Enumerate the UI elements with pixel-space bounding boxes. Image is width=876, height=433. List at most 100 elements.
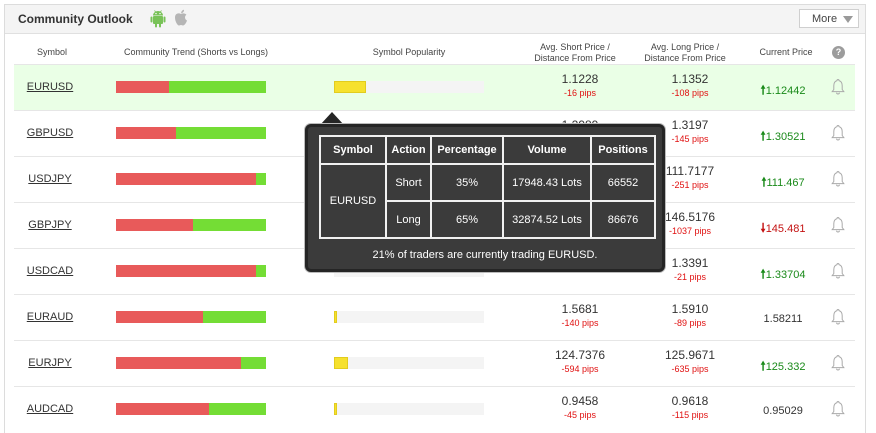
more-dropdown[interactable]: More bbox=[799, 9, 859, 28]
community-trend-bar bbox=[116, 265, 266, 277]
long-pips: -251 pips bbox=[671, 180, 709, 190]
trend-arrow-icon: 🠕 bbox=[760, 83, 766, 97]
current-price-value: 1.12442 bbox=[765, 85, 806, 97]
community-trend-bar bbox=[116, 81, 266, 93]
avg-long-price: 125.9671 -635 pips bbox=[640, 341, 740, 374]
symbol-link[interactable]: GBPUSD bbox=[26, 127, 74, 139]
bell-icon[interactable] bbox=[831, 262, 845, 280]
popularity-fill bbox=[334, 81, 366, 93]
longs-fill bbox=[203, 311, 266, 323]
col-short-line1: Avg. Short Price / bbox=[540, 42, 610, 52]
current-price: 🠕111.467 bbox=[748, 173, 818, 194]
tooltip-action: Long bbox=[385, 200, 432, 239]
symbol-link[interactable]: USDJPY bbox=[28, 173, 72, 185]
col-long-line1: Avg. Long Price / bbox=[650, 42, 720, 52]
table-row[interactable]: EURUSD 1.1228 -16 pips 1.1352 -108 pips 🠕1.12… bbox=[14, 64, 855, 110]
current-price-value: 1.33704 bbox=[765, 269, 806, 281]
chevron-down-icon bbox=[843, 16, 853, 23]
symbol-link[interactable]: USDCAD bbox=[26, 265, 74, 277]
tooltip-percentage: 65% bbox=[430, 200, 504, 239]
longs-fill bbox=[256, 265, 266, 277]
android-icon[interactable] bbox=[150, 10, 166, 28]
popularity-fill bbox=[334, 311, 337, 323]
short-price-value: 1.1228 bbox=[561, 72, 599, 86]
avg-long-price: 1.5910 -89 pips bbox=[640, 295, 740, 328]
long-price-value: 146.5176 bbox=[664, 210, 716, 224]
tooltip-action: Short bbox=[385, 163, 432, 202]
table-row[interactable]: EURJPY 124.7376 -594 pips 125.9671 -635 pips… bbox=[14, 340, 855, 386]
table-row[interactable]: AUDCAD 0.9458 -45 pips 0.9618 -115 pips 0.950… bbox=[14, 386, 855, 432]
tooltip-note: 21% of traders are currently trading EUR… bbox=[372, 249, 598, 261]
long-pips: -635 pips bbox=[671, 364, 709, 374]
tooltip-positions: 66552 bbox=[590, 163, 656, 202]
trend-arrow-icon: 🠕 bbox=[761, 175, 767, 189]
community-trend-bar bbox=[116, 127, 266, 139]
bell-icon[interactable] bbox=[831, 308, 845, 326]
current-price-value: 145.481 bbox=[765, 223, 806, 235]
symbol-link[interactable]: EURJPY bbox=[28, 357, 72, 369]
current-price-value: 125.332 bbox=[765, 361, 806, 373]
longs-fill bbox=[241, 357, 266, 369]
col-short-price: Avg. Short Price / Distance From Price bbox=[525, 42, 625, 64]
avg-short-price: 124.7376 -594 pips bbox=[530, 341, 630, 374]
avg-long-price: 111.7177 -251 pips bbox=[640, 157, 740, 190]
tooltip-volume: 17948.43 Lots bbox=[502, 163, 592, 202]
longs-fill bbox=[176, 127, 266, 139]
current-price: 1.58211 bbox=[748, 311, 818, 325]
bell-icon[interactable] bbox=[831, 354, 845, 372]
tooltip-volume: 32874.52 Lots bbox=[502, 200, 592, 239]
apple-icon[interactable] bbox=[173, 9, 189, 27]
avg-long-price: 0.9618 -115 pips bbox=[640, 387, 740, 420]
long-price-value: 125.9671 bbox=[664, 348, 716, 362]
symbol-popularity-bar[interactable] bbox=[334, 403, 484, 415]
tooltip-arrow bbox=[320, 112, 344, 125]
long-price-value: 1.3197 bbox=[671, 118, 709, 132]
help-icon[interactable]: ? bbox=[832, 46, 845, 59]
symbol-popularity-bar[interactable] bbox=[334, 357, 484, 369]
community-trend-bar bbox=[116, 403, 266, 415]
avg-short-price: 0.9458 -45 pips bbox=[530, 387, 630, 420]
community-trend-bar bbox=[116, 357, 266, 369]
bell-icon[interactable] bbox=[831, 400, 845, 418]
avg-long-price: 1.3197 -145 pips bbox=[640, 111, 740, 144]
long-pips: -89 pips bbox=[673, 318, 707, 328]
col-long-line2: Distance From Price bbox=[644, 53, 726, 63]
bell-icon[interactable] bbox=[831, 124, 845, 142]
trend-arrow-icon: 🠕 bbox=[760, 359, 766, 373]
avg-long-price: 1.3391 -21 pips bbox=[640, 249, 740, 282]
popularity-fill bbox=[334, 357, 348, 369]
current-price-value: 111.467 bbox=[766, 177, 805, 189]
bell-icon[interactable] bbox=[831, 78, 845, 96]
current-price: 0.95029 bbox=[748, 403, 818, 417]
tooltip-percentage: 35% bbox=[430, 163, 504, 202]
symbol-popularity-bar[interactable] bbox=[334, 81, 484, 93]
longs-fill bbox=[209, 403, 266, 415]
symbol-tooltip: Symbol Action Percentage Volume Position… bbox=[305, 124, 665, 272]
long-pips: -145 pips bbox=[671, 134, 709, 144]
tooltip-header-row: Symbol Action Percentage Volume Position… bbox=[319, 135, 656, 165]
community-trend-bar bbox=[116, 173, 266, 185]
col-trend: Community Trend (Shorts vs Longs) bbox=[123, 47, 269, 57]
symbol-link[interactable]: GBPJPY bbox=[28, 219, 72, 231]
tooltip-header: Percentage bbox=[430, 135, 504, 165]
short-price-value: 124.7376 bbox=[554, 348, 606, 362]
long-pips: -21 pips bbox=[673, 272, 707, 282]
symbol-link[interactable]: EURAUD bbox=[26, 311, 74, 323]
longs-fill bbox=[169, 81, 266, 93]
current-price: 🠕1.30521 bbox=[748, 127, 818, 148]
bell-icon[interactable] bbox=[831, 170, 845, 188]
bell-icon[interactable] bbox=[831, 216, 845, 234]
long-pips: -115 pips bbox=[671, 410, 709, 420]
more-label: More bbox=[812, 13, 838, 25]
trend-arrow-icon: 🠗 bbox=[760, 221, 766, 235]
table-row[interactable]: EURAUD 1.5681 -140 pips 1.5910 -89 pips 1.582… bbox=[14, 294, 855, 340]
shorts-fill bbox=[116, 403, 209, 415]
current-price-value: 0.95029 bbox=[763, 405, 803, 417]
col-long-price: Avg. Long Price / Distance From Price bbox=[635, 42, 735, 64]
current-price-value: 1.58211 bbox=[763, 313, 803, 325]
symbol-link[interactable]: AUDCAD bbox=[26, 403, 74, 415]
symbol-link[interactable]: EURUSD bbox=[26, 81, 74, 93]
symbol-popularity-bar[interactable] bbox=[334, 311, 484, 323]
avg-long-price: 1.1352 -108 pips bbox=[640, 65, 740, 98]
long-price-value: 1.1352 bbox=[671, 72, 709, 86]
